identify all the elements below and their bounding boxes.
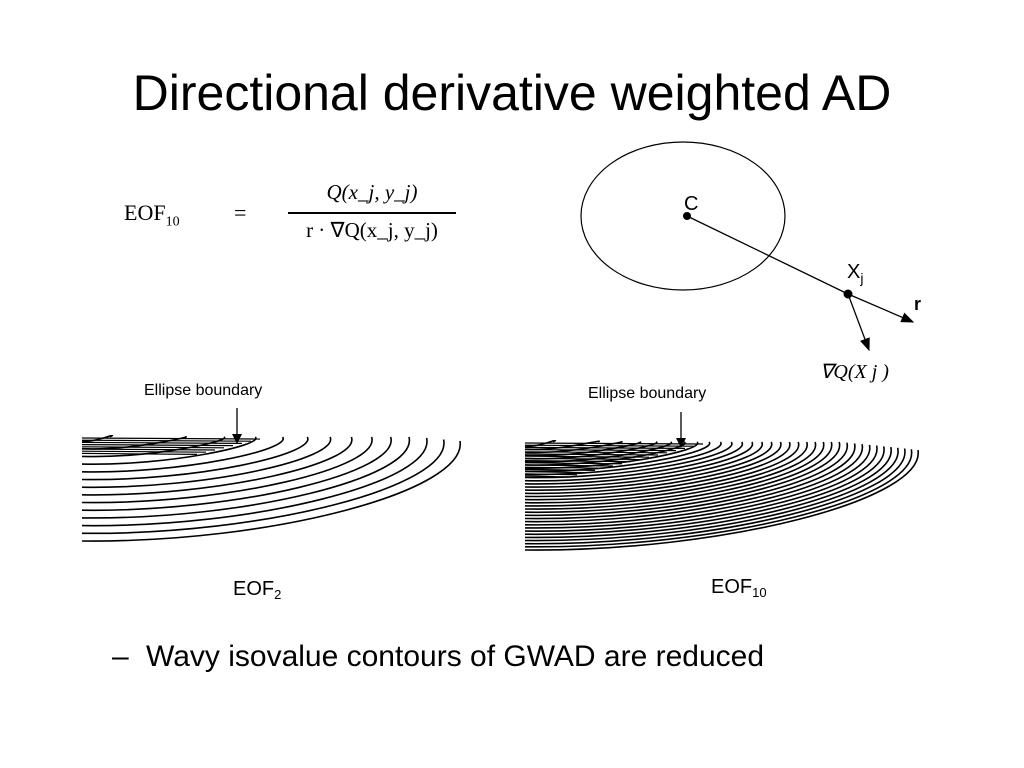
contour-line	[524, 441, 642, 457]
dense-contour-line	[524, 444, 695, 447]
contour-line	[524, 446, 892, 539]
contour-line	[524, 441, 686, 466]
dense-contour-line	[81, 439, 252, 442]
contour-line	[524, 441, 800, 501]
contour-line	[524, 448, 906, 545]
dense-contour-line	[524, 475, 569, 478]
dense-contour-line	[524, 451, 668, 454]
boundary-pointer-arrow-eof10	[676, 412, 686, 448]
contour-line	[524, 441, 754, 485]
dense-contour-line	[81, 444, 234, 447]
contour-line	[524, 441, 773, 491]
contour-line	[81, 439, 445, 535]
contour-line	[524, 441, 825, 510]
gradient-label: ∇Q(X j )	[820, 361, 889, 383]
dense-contour-line	[524, 457, 641, 460]
dense-contour-line	[81, 450, 207, 453]
dense-contour-line	[524, 462, 623, 465]
contour-line	[524, 444, 863, 526]
contour-line	[524, 443, 856, 523]
contour-line	[524, 441, 711, 473]
dense-contour-line	[524, 455, 650, 458]
contour-line	[524, 441, 782, 495]
formula-equals: =	[234, 200, 247, 225]
dense-contour-line	[524, 464, 614, 467]
eof2-label: EOF2	[233, 578, 282, 602]
dense-contour-line	[524, 471, 587, 474]
contour-line	[81, 436, 284, 473]
dense-contour-line	[81, 452, 198, 455]
contour-plot-eof2	[81, 435, 461, 542]
contour-line	[81, 437, 428, 527]
dense-contour-line	[524, 460, 632, 463]
ellipse-diagram: C Xj r ∇Q(X j )	[580, 141, 921, 383]
eof-formula: EOF10 = Q(x_j, y_j) r · ∇Q(x_j, y_j)	[124, 180, 464, 250]
center-to-point-line	[686, 215, 849, 295]
dense-contour-line	[524, 468, 596, 471]
contour-line	[81, 436, 309, 481]
contour-line	[524, 441, 817, 507]
slide-title: Directional derivative weighted AD	[132, 65, 892, 121]
contour-line	[524, 441, 833, 514]
contour-line	[524, 445, 878, 532]
contour-line	[524, 440, 557, 447]
dense-contour-line	[81, 437, 261, 440]
contour-line	[524, 441, 791, 498]
contour-line	[81, 440, 461, 542]
center-label: C	[684, 193, 698, 215]
contour-line	[524, 441, 841, 517]
formula-lhs: EOF10	[124, 200, 180, 230]
dense-contour-line	[524, 446, 686, 449]
point-label: Xj	[847, 261, 863, 286]
bullet-dash: –	[112, 640, 129, 673]
dense-contour-line	[524, 442, 704, 445]
contour-line	[81, 436, 373, 504]
contour-line	[524, 441, 744, 482]
dense-contour-line	[524, 453, 659, 456]
ellipse-shape	[580, 141, 786, 291]
bullet-point: – Wavy isovalue contours of GWAD are redu…	[112, 637, 764, 677]
formula-denominator: r · ∇Q(x_j, y_j)	[306, 218, 438, 242]
dense-contour-line	[524, 473, 578, 476]
contour-line	[81, 435, 114, 442]
contour-line	[524, 449, 919, 551]
contour-plot-eof10	[524, 440, 919, 551]
contour-line	[81, 436, 257, 466]
dense-contour-line	[81, 446, 225, 449]
contour-line	[81, 436, 392, 512]
dense-contour-line	[524, 449, 677, 452]
ellipse-boundary-caption-eof10: Ellipse boundary	[588, 385, 707, 402]
dense-contour-line	[81, 448, 216, 451]
direction-label: r	[914, 294, 921, 314]
contour-line	[524, 441, 808, 504]
contour-line	[524, 449, 913, 548]
eof10-label: EOF10	[711, 576, 767, 600]
contour-line	[524, 446, 885, 536]
r-arrow	[847, 293, 915, 323]
contour-line	[524, 444, 871, 529]
contour-line	[81, 436, 332, 489]
contour-line	[81, 436, 353, 496]
formula-fraction-bar	[288, 212, 456, 214]
dense-contour-line	[524, 466, 605, 469]
contour-line	[524, 447, 899, 542]
contour-line	[81, 436, 410, 519]
gradient-arrow	[847, 293, 870, 352]
contour-line	[524, 442, 848, 520]
dense-contour-line	[81, 441, 243, 444]
bullet-text: Wavy isovalue contours of GWAD are reduc…	[146, 640, 765, 673]
contour-line	[524, 441, 763, 488]
formula-numerator: Q(x_j, y_j)	[326, 180, 418, 204]
ellipse-boundary-caption-eof2: Ellipse boundary	[144, 382, 263, 399]
